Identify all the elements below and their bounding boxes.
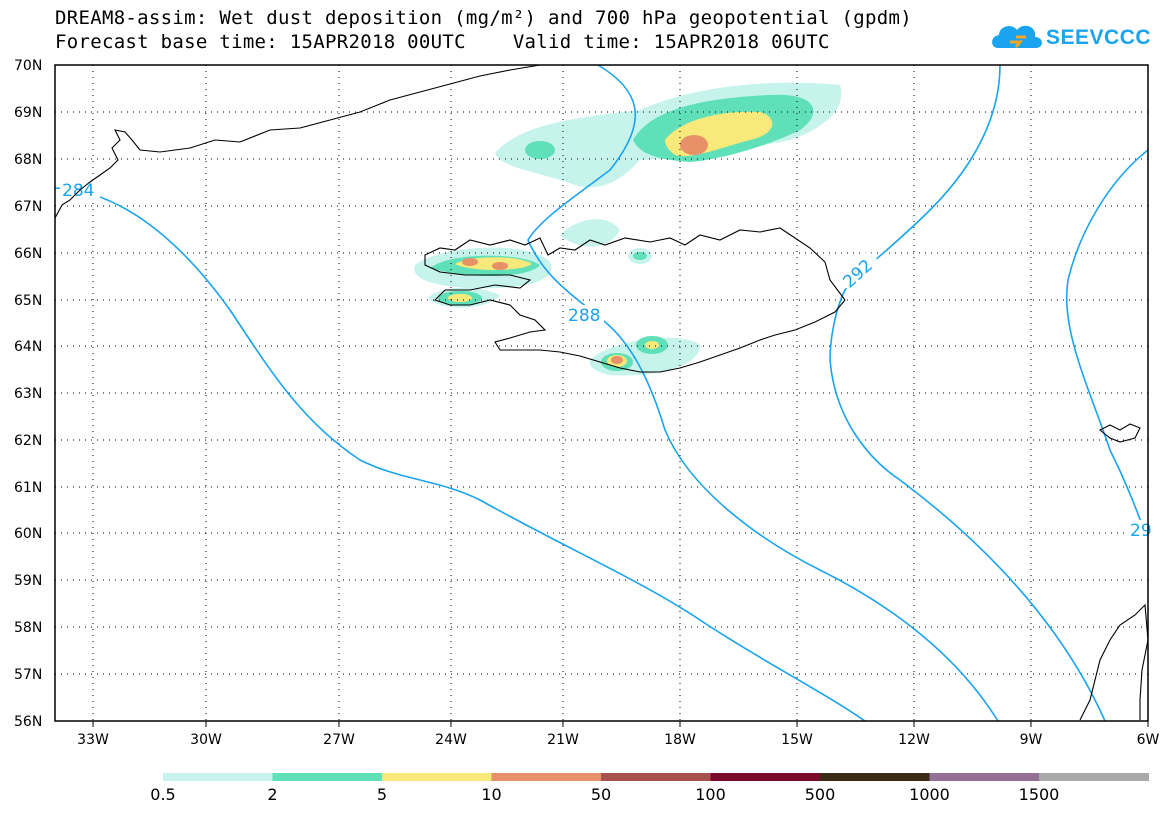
lat-label: 57N [14,667,42,683]
lat-label: 61N [14,480,42,496]
chart-title: DREAM8-assim: Wet dust deposition (mg/m²… [55,7,912,29]
lat-label: 68N [14,152,42,168]
lat-label: 66N [14,246,42,262]
lat-label: 70N [14,58,42,74]
lat-label: 69N [14,105,42,121]
lat-label: 62N [14,433,42,449]
legend-swatch [163,773,273,781]
latitude-labels: 70N 69N 68N 67N 66N 65N 64N 63N 62N 61N … [14,58,42,730]
legend-swatch [1039,773,1149,781]
lon-label: 9W [1020,732,1043,748]
lon-label: 27W [323,732,355,748]
map-frame [54,64,1149,722]
legend-swatch [601,773,711,781]
legend-label: 50 [590,785,612,804]
dust-deposition-shading [414,82,842,376]
lat-label: 63N [14,386,42,402]
coastlines [54,64,1149,721]
contour-label-29: 29 [1130,521,1152,541]
legend-label: 100 [695,785,726,804]
lat-label: 56N [14,714,42,730]
legend-swatch [820,773,930,781]
legend-swatch [491,773,602,781]
lon-label: 33W [77,732,109,748]
legend-swatch [382,773,492,781]
legend-swatch [272,773,383,781]
cloud-logo-icon [992,25,1042,48]
legend-label: 2 [267,785,278,804]
lat-label: 67N [14,199,42,215]
legend-label: 10 [481,785,502,804]
graticule [55,65,1148,721]
lon-label: 18W [664,732,696,748]
color-legend [163,773,1149,781]
lat-label: 59N [14,573,42,589]
legend-label: 0.5 [150,785,176,804]
lat-label: 65N [14,293,42,309]
legend-label: 1000 [909,785,950,804]
lon-label: 30W [190,732,222,748]
logo-text: SEEVCCC [1046,26,1152,49]
lat-label: 64N [14,339,42,355]
geopotential-contours [54,64,1149,722]
lat-label: 60N [14,526,42,542]
chart-subtitle: Forecast base time: 15APR2018 00UTC Vali… [55,31,830,53]
lon-label: 15W [781,732,813,748]
lon-label: 24W [435,732,467,748]
legend-label: 1500 [1018,785,1060,804]
longitude-labels: 33W 30W 27W 24W 21W 18W 15W 12W 9W 6W [77,732,1159,748]
legend-swatch [929,773,1040,781]
lon-label: 12W [898,732,930,748]
lon-label: 6W [1137,732,1160,748]
legend-label: 500 [804,785,836,804]
legend-swatch [710,773,821,781]
legend-label: 5 [376,785,388,804]
contour-label-288: 288 [568,306,600,326]
lon-label: 21W [547,732,579,748]
lat-label: 58N [14,620,42,636]
